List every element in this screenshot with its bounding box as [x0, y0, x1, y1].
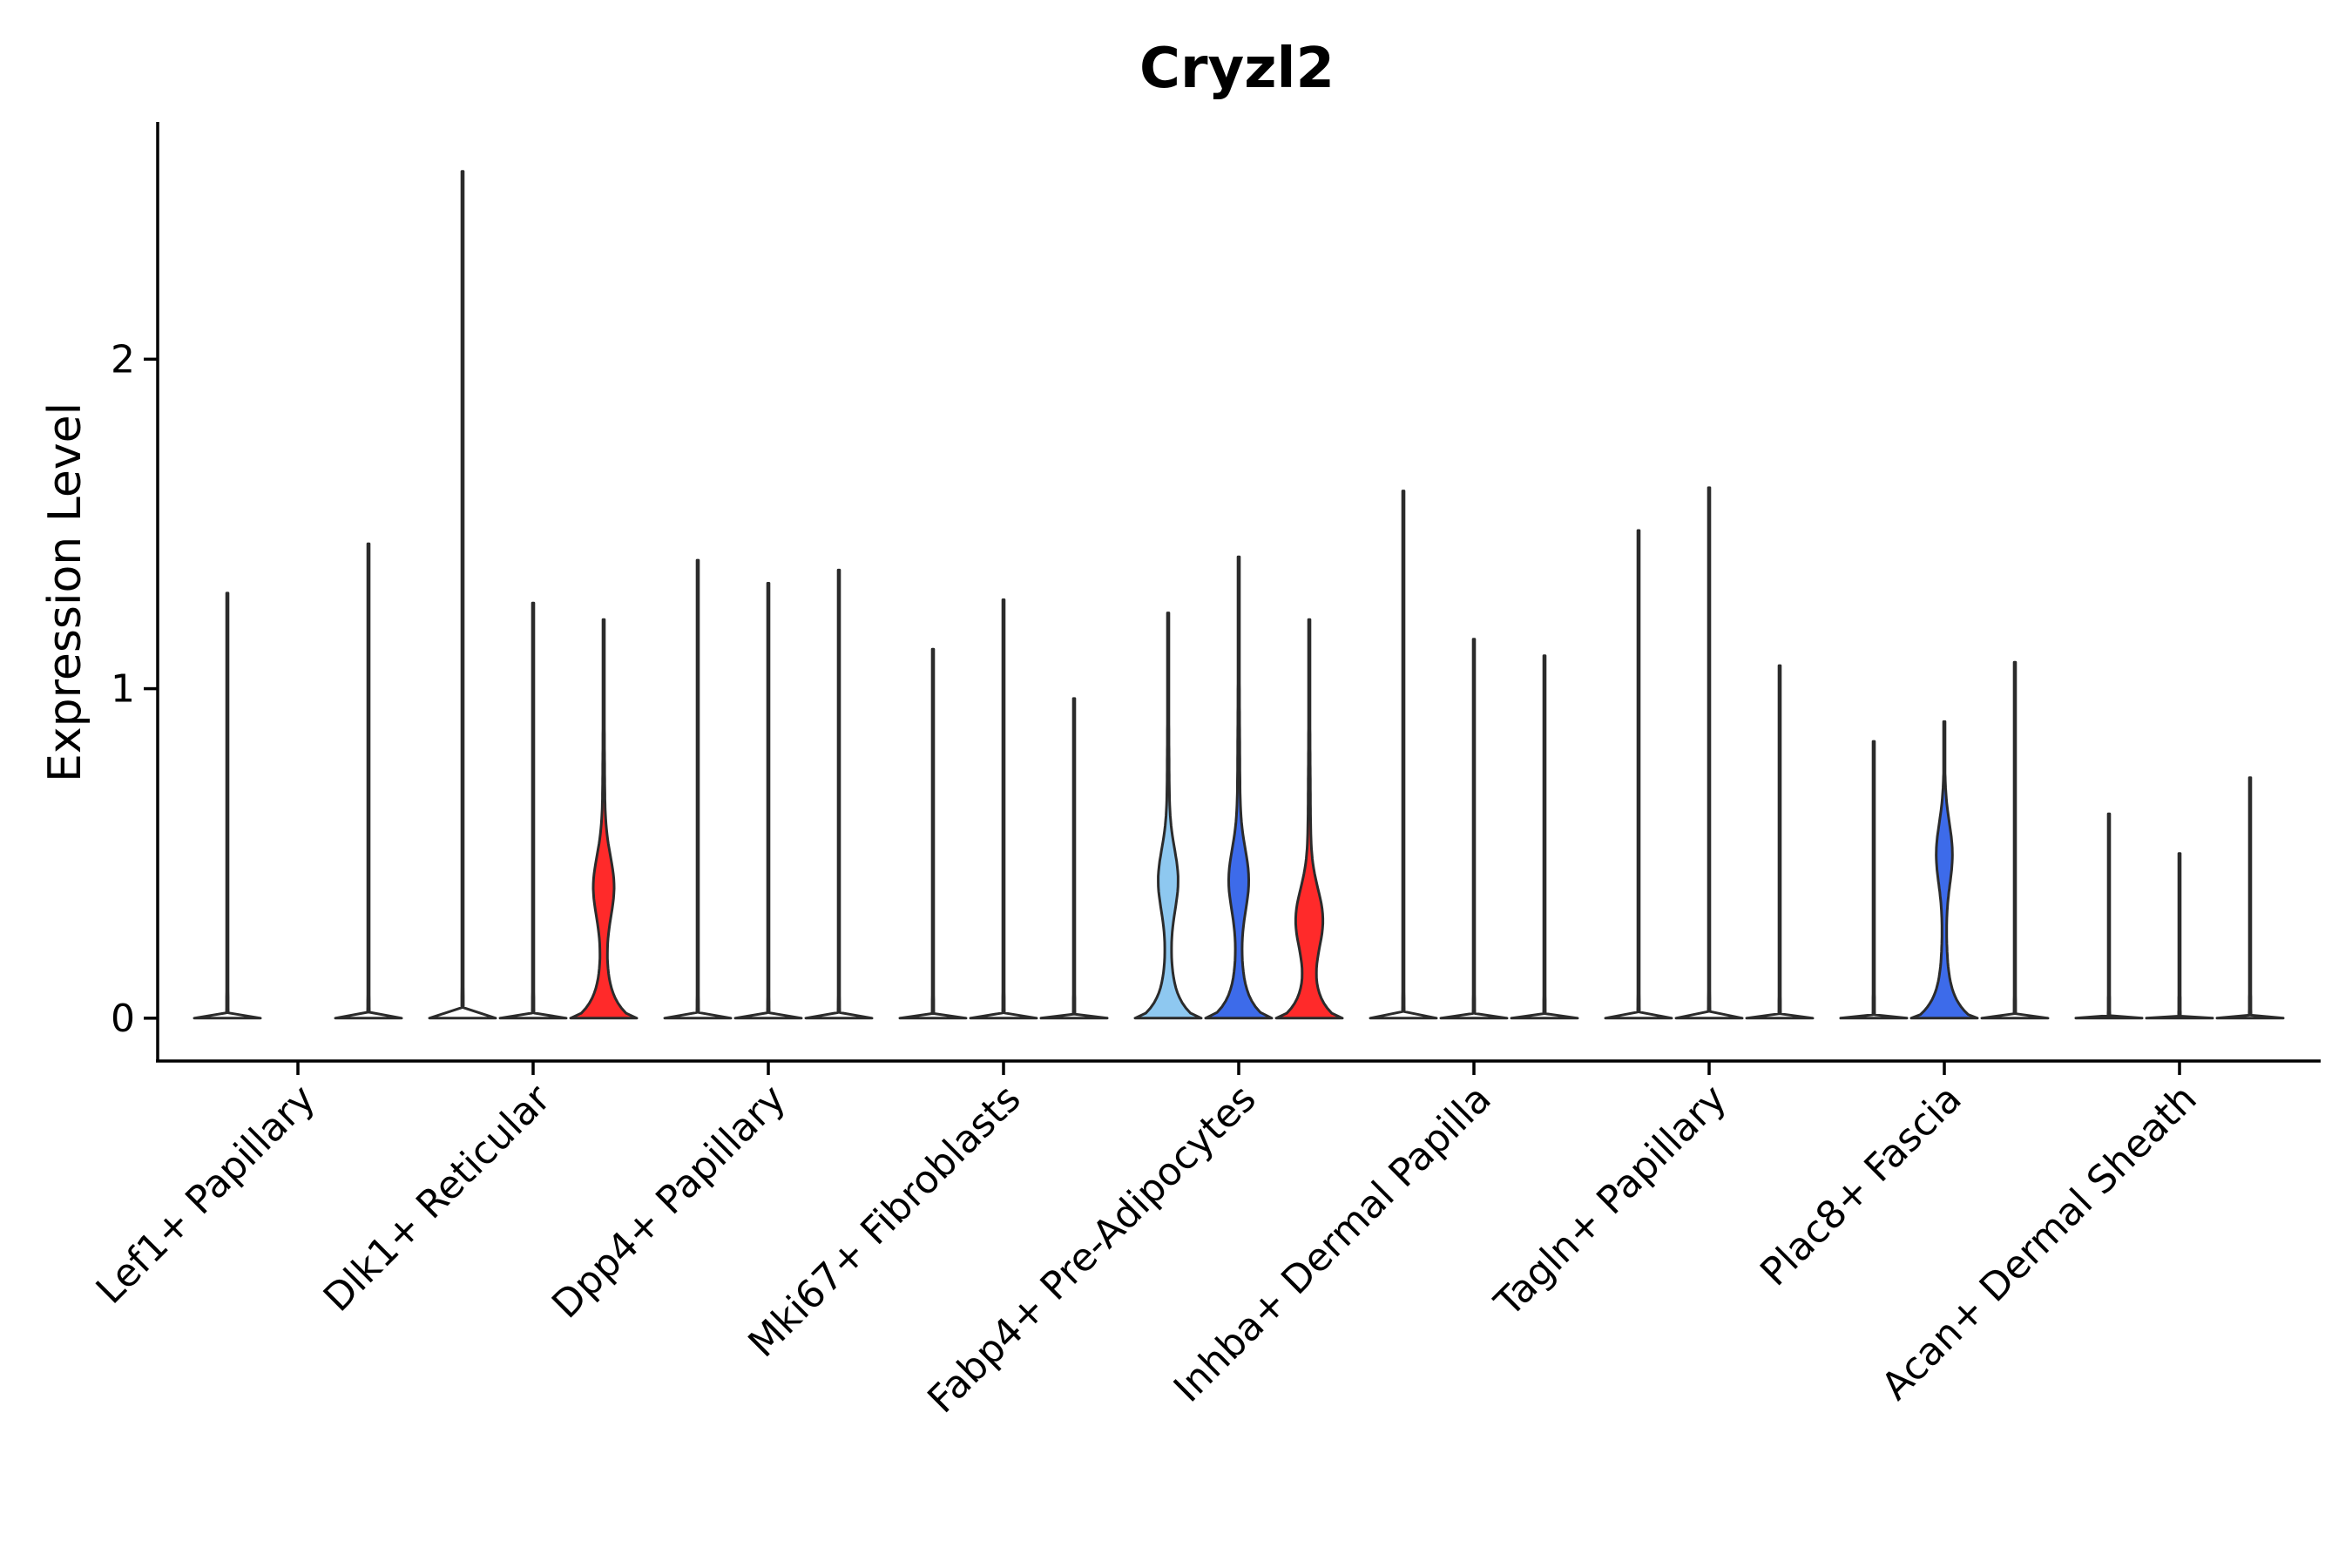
y-tick-label: 2: [111, 337, 135, 382]
y-axis-label: Expression Level: [39, 402, 91, 782]
violin-5-series-2: [1204, 555, 1274, 1020]
violin-7-series-1: [1604, 529, 1673, 1020]
violin-9-series-1: [2074, 812, 2144, 1020]
violin-9-series-2: [2145, 852, 2214, 1020]
chart-title: Cryzl2: [1139, 37, 1335, 101]
violin-2-series-2: [498, 601, 568, 1020]
violin-3-series-2: [733, 582, 803, 1020]
violin-4-series-2: [969, 598, 1038, 1020]
violin-3-series-1: [663, 558, 733, 1020]
y-axis-ticks: 0 1 2: [111, 337, 158, 1041]
x-tick-label: Plac8+ Fascia: [1752, 1077, 1970, 1295]
violin-2-series-1: [428, 170, 497, 1020]
x-tick-label: Lef1+ Papillary: [88, 1077, 324, 1313]
violin-2-series-3: [569, 618, 639, 1020]
violin-6-series-3: [1510, 654, 1579, 1020]
y-tick-label: 0: [111, 997, 135, 1041]
violin-3-series-3: [804, 568, 874, 1020]
x-tick-label: Dpp4+ Papillary: [544, 1077, 794, 1328]
violin-8-series-3: [1980, 660, 2050, 1020]
y-tick-label: 1: [111, 667, 135, 712]
violin-4-series-1: [898, 647, 968, 1020]
x-tick-label: Tagln+ Papillary: [1486, 1077, 1735, 1326]
violin-layer: [193, 170, 2285, 1020]
violin-5-series-3: [1274, 618, 1344, 1020]
violin-9-series-3: [2215, 776, 2285, 1020]
violin-6-series-1: [1369, 490, 1438, 1020]
violin-8-series-2: [1909, 720, 1979, 1020]
violin-1-series-3: [334, 542, 403, 1020]
violin-7-series-2: [1674, 486, 1744, 1020]
violin-8-series-1: [1839, 740, 1909, 1020]
violin-4-series-3: [1039, 697, 1109, 1020]
x-tick-label: Dlk1+ Reticular: [315, 1076, 560, 1321]
violin-7-series-3: [1745, 664, 1815, 1020]
violin-6-series-2: [1439, 638, 1509, 1020]
violin-1-series-1: [193, 591, 262, 1020]
violin-5-series-1: [1133, 612, 1203, 1020]
